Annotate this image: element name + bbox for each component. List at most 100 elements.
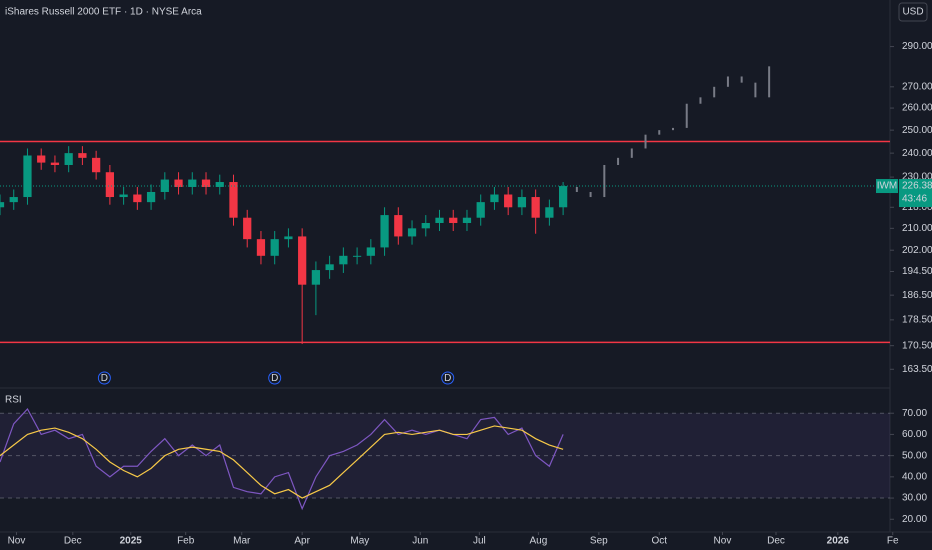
price-label: 226.38 <box>902 181 932 192</box>
candle-body <box>394 215 403 237</box>
candle-body <box>23 155 32 198</box>
candle-body <box>339 255 348 265</box>
x-tick-label: Fe <box>887 536 899 547</box>
rsi-tick-label: 60.00 <box>902 429 927 440</box>
x-tick-label: Jul <box>473 536 486 547</box>
candle-body <box>421 222 430 229</box>
candle-body <box>92 157 101 173</box>
rsi-tick-label: 20.00 <box>902 514 927 525</box>
event-label: D <box>271 373 278 384</box>
candle-body <box>64 153 73 165</box>
rsi-tick-label: 40.00 <box>902 471 927 482</box>
candle-body <box>119 194 128 198</box>
y-tick-label: 210.00 <box>902 223 932 234</box>
candle-body <box>174 179 183 187</box>
projection-bar <box>740 76 743 83</box>
candle-body <box>229 182 238 218</box>
x-tick-label: Apr <box>294 536 310 547</box>
rsi-label: RSI <box>5 395 22 406</box>
y-tick-label: 250.00 <box>902 125 932 136</box>
candle-body <box>243 217 252 240</box>
y-tick-label: 240.00 <box>902 148 932 159</box>
candle-body <box>146 191 156 203</box>
projection-bar <box>768 66 771 98</box>
symbol-tag <box>876 179 898 194</box>
rsi-pane <box>0 392 890 532</box>
projection-bar <box>644 134 647 149</box>
candle-body <box>284 236 293 240</box>
currency-button[interactable] <box>898 2 928 22</box>
y-tick-label: 178.50 <box>902 314 932 325</box>
chart-title: iShares Russell 2000 ETF · 1D · NYSE Arc… <box>5 7 202 18</box>
x-tick-label: May <box>350 536 369 547</box>
projection-bar <box>685 103 688 128</box>
rsi-line <box>0 407 564 511</box>
candle-body <box>256 239 266 256</box>
rsi-band <box>0 413 890 499</box>
candle-body <box>325 264 334 271</box>
price-tag <box>899 179 932 208</box>
candle-body <box>133 194 142 203</box>
x-tick-label: Jun <box>412 536 428 547</box>
event-marker <box>441 371 455 385</box>
candle-body <box>215 182 224 187</box>
event-label: D <box>101 373 108 384</box>
candle-body <box>201 179 211 187</box>
candle-body <box>407 228 417 237</box>
rsi-ma-line <box>0 425 564 499</box>
x-tick-label: Feb <box>177 536 195 547</box>
candle-body <box>504 194 513 208</box>
candle-body <box>0 202 5 208</box>
x-tick-label: Nov <box>714 536 732 547</box>
candle-body <box>37 155 46 163</box>
candle-body <box>490 194 499 203</box>
rsi-tick-label: 30.00 <box>902 493 927 504</box>
x-tick-label: Mar <box>233 536 251 547</box>
projection-bar <box>630 148 633 158</box>
candle-body <box>366 247 375 256</box>
candle-body <box>311 270 321 285</box>
x-tick-label: Sep <box>590 536 608 547</box>
projection-bar <box>754 82 757 98</box>
candle-body <box>380 215 389 248</box>
rsi-tick-label: 70.00 <box>902 408 927 419</box>
y-tick-label: 194.50 <box>902 266 932 277</box>
y-tick-label: 202.00 <box>902 245 932 256</box>
y-tick-label: 270.00 <box>902 81 932 92</box>
candle-body <box>449 217 458 223</box>
y-tick-label: 170.50 <box>902 340 932 351</box>
candle-body <box>105 172 114 198</box>
x-tick-label: 2026 <box>827 536 850 547</box>
projection-bar <box>589 191 592 198</box>
event-marker <box>97 371 111 385</box>
x-tick-label: Dec <box>64 536 82 547</box>
projection-bar <box>713 86 716 98</box>
projection-bar <box>575 186 578 192</box>
y-tick-label: 290.00 <box>902 41 932 52</box>
candle-body <box>270 239 279 256</box>
candle-body <box>435 217 444 223</box>
projection-bar <box>671 127 674 131</box>
y-tick-label: 186.50 <box>902 290 932 301</box>
symbol: IWM <box>877 181 898 192</box>
candle-body <box>9 197 18 203</box>
candle-body <box>462 217 472 223</box>
x-tick-label: 2025 <box>120 536 143 547</box>
candle-body <box>50 162 60 165</box>
projection-bar <box>726 76 729 87</box>
y-tick-label: 218.00 <box>902 202 932 213</box>
y-tick-label: 260.00 <box>902 103 932 114</box>
projection-bar <box>603 164 606 198</box>
currency[interactable]: USD <box>902 7 923 18</box>
y-tick-label: 230.00 <box>902 172 932 183</box>
candle-body <box>298 236 307 285</box>
candle-body <box>531 197 540 218</box>
candle-body <box>476 202 485 218</box>
candle-body <box>517 197 527 208</box>
x-tick-label: Aug <box>529 536 547 547</box>
countdown: 43:46 <box>902 194 927 205</box>
event-label: D <box>444 373 451 384</box>
y-tick-label: 163.50 <box>902 364 932 375</box>
